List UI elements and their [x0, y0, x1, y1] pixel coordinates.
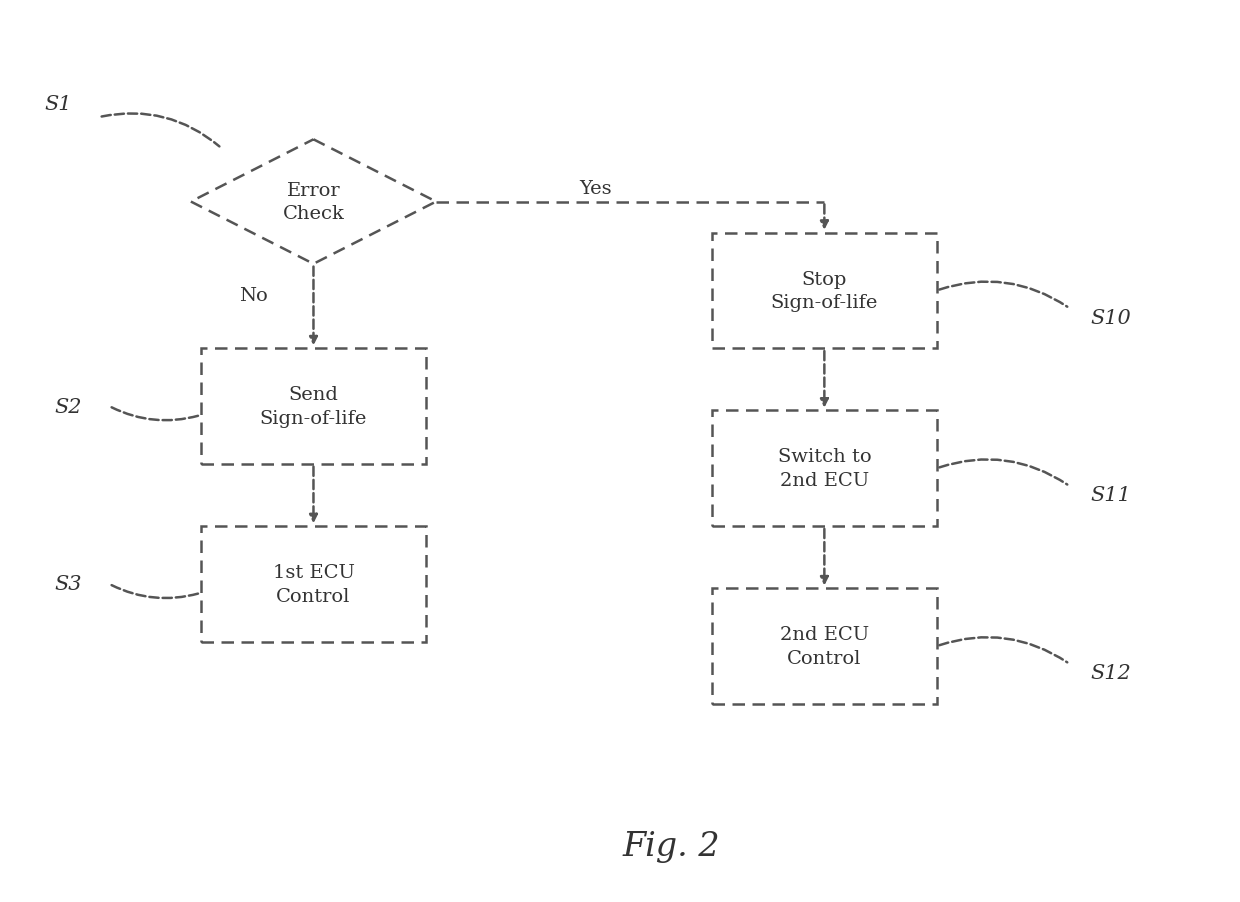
FancyBboxPatch shape — [201, 349, 425, 465]
Text: S1: S1 — [45, 95, 72, 115]
Text: Yes: Yes — [579, 180, 611, 198]
Text: 1st ECU
Control: 1st ECU Control — [273, 564, 355, 605]
FancyBboxPatch shape — [712, 234, 936, 349]
Text: S2: S2 — [55, 397, 82, 416]
FancyBboxPatch shape — [712, 589, 936, 704]
Text: S3: S3 — [55, 575, 82, 594]
Text: S11: S11 — [1090, 486, 1131, 505]
Polygon shape — [191, 140, 436, 264]
Text: S10: S10 — [1090, 308, 1131, 327]
Text: Switch to
2nd ECU: Switch to 2nd ECU — [777, 448, 872, 490]
Text: Error
Check: Error Check — [283, 181, 345, 223]
Text: No: No — [239, 287, 268, 305]
FancyBboxPatch shape — [712, 411, 936, 527]
Text: 2nd ECU
Control: 2nd ECU Control — [780, 626, 869, 667]
Text: Send
Sign-of-life: Send Sign-of-life — [260, 386, 367, 428]
FancyBboxPatch shape — [201, 527, 425, 642]
Text: Stop
Sign-of-life: Stop Sign-of-life — [771, 271, 878, 312]
Text: S12: S12 — [1090, 664, 1131, 683]
Text: Fig. 2: Fig. 2 — [622, 830, 720, 862]
